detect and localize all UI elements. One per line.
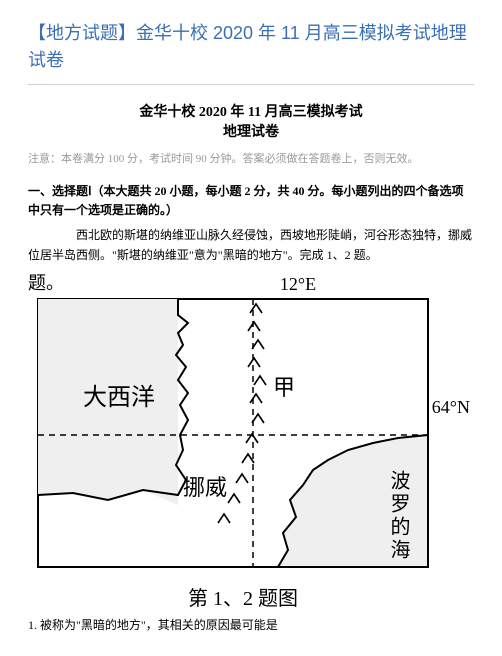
latitude-label: 64°N [432, 397, 470, 418]
map-svg: 大西洋 甲 挪威 波 罗 的 海 [28, 295, 448, 575]
longitude-label: 12°E [78, 274, 458, 295]
exam-title-line2: 地理试卷 [28, 123, 474, 143]
section-heading: 一、选择题Ⅰ（本大题共 20 小题，每小题 2 分，共 40 分。每小题列出的四… [28, 182, 474, 220]
map-top-left-text: 题。 [28, 269, 78, 295]
question-1: 1. 被称为"黑暗的地方"，其相关的原因最可能是 [28, 615, 474, 635]
jia-label: 甲 [273, 375, 295, 400]
exam-title-line1: 金华十校 2020 年 11 月高三模拟考试 [28, 103, 474, 123]
notice-text: 注意：本卷满分 100 分，考试时间 90 分钟。答案必须做在答题卷上，否则无效… [28, 150, 474, 166]
main-title: 【地方试题】金华十校 2020 年 11 月高三模拟考试地理试卷 [28, 20, 474, 74]
country-label: 挪威 [183, 475, 227, 500]
divider [28, 84, 474, 85]
map-caption: 第 1、2 题图 [28, 582, 458, 611]
passage-text: 西北欧的斯堪的纳维亚山脉久经侵蚀，西坡地形陡峭，河谷形态独特，挪威位居半岛西侧。… [28, 225, 474, 266]
sea-label: 波 罗 的 海 [387, 470, 410, 559]
map-figure: 题。 12°E 大西洋 [28, 269, 458, 611]
ocean-label: 大西洋 [83, 384, 155, 411]
